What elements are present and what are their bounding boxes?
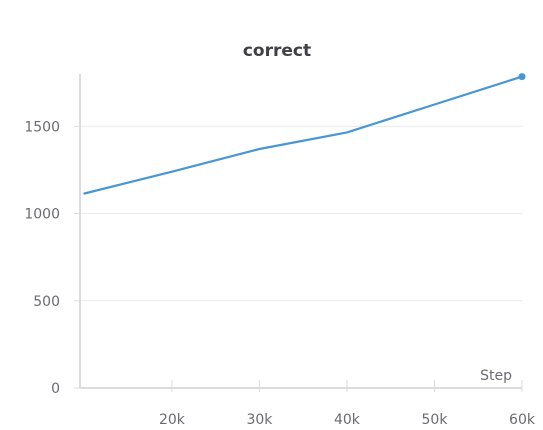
x-axis-ticks: 20k 30k 40k 50k 60k <box>159 380 536 428</box>
y-tick-label: 1500 <box>24 119 60 135</box>
x-tick-label: 20k <box>159 412 186 428</box>
x-tick-label: 30k <box>246 412 273 428</box>
x-tick-label: 50k <box>422 412 449 428</box>
series-end-point <box>518 73 526 81</box>
y-tick-label: 0 <box>51 381 60 397</box>
y-axis-ticks: 0 500 1000 1500 <box>24 119 80 397</box>
x-axis-label: Step <box>480 368 512 384</box>
series-group <box>83 73 526 195</box>
grid-lines <box>80 125 522 302</box>
chart-title: correct <box>243 41 311 61</box>
x-tick-label: 40k <box>334 412 361 428</box>
series-line <box>83 75 524 195</box>
x-tick-label: 60k <box>509 412 536 428</box>
y-tick-label: 1000 <box>24 207 60 223</box>
y-tick-label: 500 <box>33 294 60 310</box>
